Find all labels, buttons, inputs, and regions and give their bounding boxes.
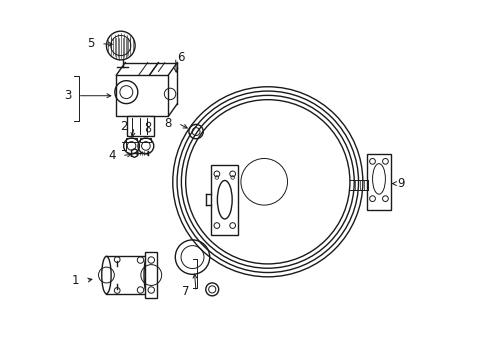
Bar — [140, 138, 151, 141]
Text: 9: 9 — [396, 177, 404, 190]
Circle shape — [106, 31, 135, 60]
Text: 7: 7 — [182, 285, 189, 298]
Text: 8: 8 — [164, 117, 171, 130]
Text: 2: 2 — [120, 121, 127, 134]
Bar — [366, 154, 390, 210]
Bar — [126, 138, 137, 141]
Bar — [144, 252, 157, 298]
Bar — [127, 116, 154, 136]
Text: 3: 3 — [64, 89, 71, 102]
Bar — [211, 165, 238, 235]
Bar — [116, 75, 168, 116]
Ellipse shape — [144, 256, 151, 294]
Text: 6: 6 — [177, 51, 184, 64]
Text: 4: 4 — [108, 149, 115, 162]
Text: 5: 5 — [87, 37, 94, 50]
Text: 1: 1 — [72, 274, 80, 287]
